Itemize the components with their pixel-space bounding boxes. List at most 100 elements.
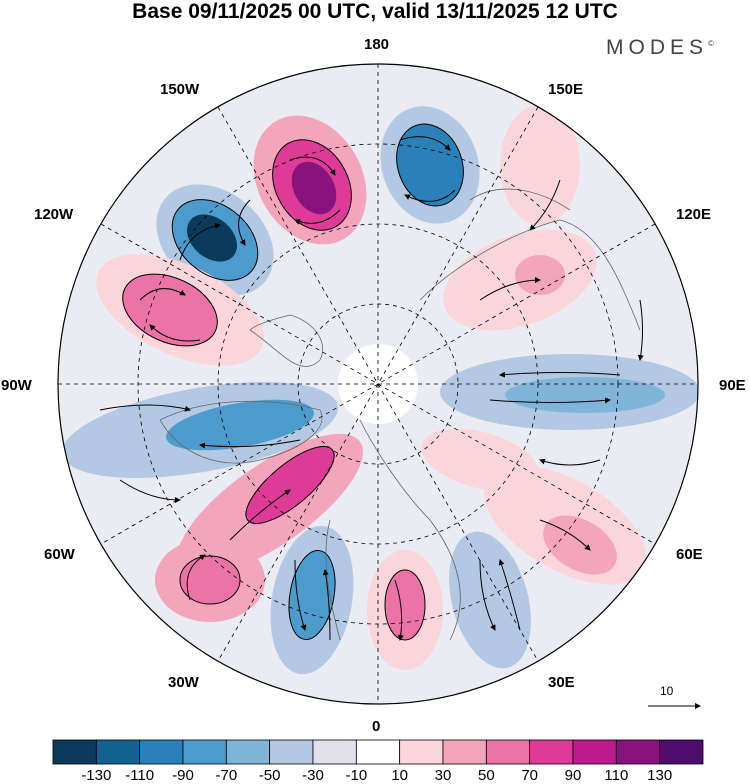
contour xyxy=(288,550,336,640)
anomaly-high-160W-core xyxy=(291,161,337,215)
wind-vectors xyxy=(99,136,644,641)
wind-arrow xyxy=(539,519,591,551)
wind-arrow xyxy=(186,554,206,601)
anomaly-high-140E-core xyxy=(515,255,565,295)
coastline xyxy=(325,519,341,641)
lon-label-60W: 60W xyxy=(44,546,75,563)
wind-arrow xyxy=(199,439,301,449)
wind-arrow xyxy=(498,559,521,631)
lon-label-150E: 150E xyxy=(548,81,584,98)
wind-arrow xyxy=(394,579,404,641)
colorbar-swatch xyxy=(182,739,227,765)
colorbar-swatch xyxy=(312,739,357,765)
colorbar-tick-label: 130 xyxy=(647,767,673,784)
anomaly-low-90W-core xyxy=(166,399,314,451)
wind-arrow xyxy=(99,404,191,412)
colorbar-swatch xyxy=(442,739,487,765)
map-disc xyxy=(58,64,698,704)
colorbar-tick-label: -50 xyxy=(258,767,281,784)
contour xyxy=(179,555,241,605)
colorbar-swatch xyxy=(269,739,314,765)
anomaly-low-10E-core xyxy=(449,531,531,669)
wind-arrow xyxy=(294,559,307,631)
colorbar-swatch xyxy=(139,739,184,765)
wind-arrow xyxy=(637,299,644,361)
wind-arrow xyxy=(139,288,186,301)
colorbar-tick-label: 10 xyxy=(391,767,408,784)
colorbar-swatch xyxy=(572,739,617,765)
colorbar-tick-label: -130 xyxy=(81,767,112,784)
colorbar-tick-label: -110 xyxy=(125,767,155,784)
graticule xyxy=(58,64,698,704)
meridian xyxy=(217,106,539,662)
wind-arrow xyxy=(404,189,456,202)
wind-arrow xyxy=(289,156,336,176)
colorbar-swatch xyxy=(615,739,661,765)
map-border xyxy=(57,63,699,705)
anomaly-high-150E-outer xyxy=(500,105,580,225)
wind-arrow xyxy=(119,479,181,503)
anomaly-high-60W-core xyxy=(245,446,335,524)
colorbar-tick-label: 90 xyxy=(564,767,582,784)
anomaly-high-60E-core xyxy=(543,515,617,575)
colorbar-tick-label: 50 xyxy=(477,767,495,784)
colorbar-swatch xyxy=(529,739,574,765)
colorbar-swatch xyxy=(225,739,271,765)
brand-text: MODES xyxy=(606,36,709,59)
wind-arrow xyxy=(399,136,451,151)
lon-label-0: 0 xyxy=(372,718,381,735)
colorbar-tick-label: -30 xyxy=(302,767,324,784)
coastlines xyxy=(159,188,641,641)
lon-label-60E: 60E xyxy=(676,546,703,563)
colorbar xyxy=(52,739,704,765)
wind-arrow xyxy=(149,324,201,342)
contour xyxy=(171,199,259,281)
wind-arrow xyxy=(479,559,496,631)
colorbar-tick-label: 110 xyxy=(604,767,629,784)
anomaly-low-90E-core xyxy=(505,377,665,413)
brand-logo: MODES© xyxy=(606,36,714,60)
lon-label-180: 180 xyxy=(364,36,390,53)
meridian xyxy=(100,223,656,545)
wind-arrow xyxy=(322,569,331,641)
wind-arrow xyxy=(294,209,341,225)
lon-label-30E: 30E xyxy=(548,674,575,691)
colorbar-tick-label: 30 xyxy=(434,767,452,784)
coastline xyxy=(419,219,641,331)
anomaly-high-45W-core xyxy=(180,556,240,604)
colorbar-swatch xyxy=(659,739,704,765)
anomaly-low-150W-core xyxy=(186,214,238,262)
contour-lines xyxy=(122,123,464,641)
colorbar-swatch xyxy=(399,739,444,765)
wind-arrow xyxy=(489,397,611,404)
meridian xyxy=(100,223,656,545)
lon-label-90E: 90E xyxy=(719,377,746,394)
wind-arrow xyxy=(238,199,251,246)
colorbar-tick-label: 70 xyxy=(521,767,538,784)
lon-label-120E: 120E xyxy=(676,206,712,223)
chart-title: Base 09/11/2025 00 UTC, valid 13/11/2025… xyxy=(132,0,618,23)
wind-arrow xyxy=(479,277,541,301)
wind-arrow xyxy=(529,179,561,231)
lon-label-90W: 90W xyxy=(1,377,32,394)
wind-arrow xyxy=(229,489,291,541)
brand-mark: © xyxy=(708,39,714,48)
colorbar-swatch xyxy=(95,739,141,765)
reference-vector-label: 10 xyxy=(660,684,674,698)
colorbar-swatch xyxy=(52,739,97,765)
contour xyxy=(396,123,464,207)
wind-arrow xyxy=(499,371,621,378)
colorbar-tick-label: -90 xyxy=(172,767,194,784)
anomaly-high-120W-core xyxy=(122,274,218,346)
coastline xyxy=(159,400,323,464)
contour xyxy=(122,273,218,347)
colorbar-swatch xyxy=(355,739,401,765)
coastline xyxy=(359,419,461,641)
anomaly-high-15W-core xyxy=(385,570,425,640)
lon-label-150W: 150W xyxy=(160,81,200,98)
contour xyxy=(245,445,335,525)
colorbar-swatch xyxy=(485,739,531,765)
coastline xyxy=(249,314,323,367)
wind-arrow xyxy=(179,222,221,261)
